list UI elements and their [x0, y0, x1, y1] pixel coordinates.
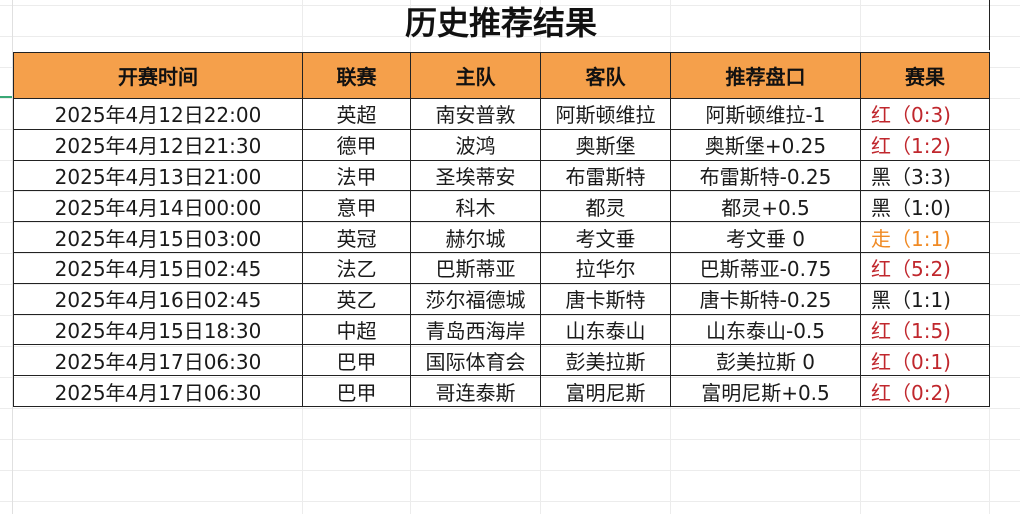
cell-league[interactable]: 法乙: [302, 251, 411, 284]
table-row: 2025年4月17日06:30 巴甲 国际体育会 彭美拉斯 彭美拉斯 0 红（0:1): [13, 344, 990, 377]
cell-pick[interactable]: 考文垂 0: [670, 221, 861, 253]
cell-home[interactable]: 青岛西海岸: [410, 313, 541, 346]
cell-away[interactable]: 阿斯顿维拉: [540, 98, 671, 130]
cell-result[interactable]: 黑（1:0): [860, 190, 990, 223]
header-result[interactable]: 赛果: [860, 52, 990, 99]
cell-away[interactable]: 布雷斯特: [540, 159, 671, 192]
header-pick[interactable]: 推荐盘口: [670, 52, 861, 99]
table-row: 2025年4月15日18:30 中超 青岛西海岸 山东泰山 山东泰山-0.5 红（1:5): [13, 313, 990, 346]
cell-result[interactable]: 红（0:1): [860, 344, 990, 377]
cell-pick[interactable]: 都灵+0.5: [670, 190, 861, 223]
cell-league[interactable]: 中超: [302, 313, 411, 346]
grid-line: [989, 0, 990, 514]
table-row: 2025年4月14日00:00 意甲 科木 都灵 都灵+0.5 黑（1:0): [13, 190, 990, 223]
cell-time[interactable]: 2025年4月15日02:45: [13, 251, 303, 284]
cell-time[interactable]: 2025年4月14日00:00: [13, 190, 303, 223]
cell-result[interactable]: 走（1:1): [860, 221, 990, 253]
cell-home[interactable]: 南安普敦: [410, 98, 541, 130]
table-row: 2025年4月17日06:30 巴甲 哥连泰斯 富明尼斯 富明尼斯+0.5 红（0:2): [13, 375, 990, 407]
cell-league[interactable]: 巴甲: [302, 344, 411, 377]
cell-away[interactable]: 奥斯堡: [540, 128, 671, 161]
cell-result[interactable]: 红（1:2): [860, 128, 990, 161]
sheet-title[interactable]: 历史推荐结果: [404, 4, 597, 42]
cell-home[interactable]: 圣埃蒂安: [410, 159, 541, 192]
results-table: 开赛时间 联赛 主队 客队 推荐盘口 赛果 2025年4月12日22:00 英超南…: [13, 52, 990, 407]
cell-away[interactable]: 唐卡斯特: [540, 282, 671, 315]
cell-away[interactable]: 都灵: [540, 190, 671, 223]
header-league[interactable]: 联赛: [302, 52, 411, 99]
cell-time[interactable]: 2025年4月17日06:30: [13, 375, 303, 407]
cell-league[interactable]: 法甲: [302, 159, 411, 192]
cell-result[interactable]: 红（0:2): [860, 375, 990, 407]
cell-result[interactable]: 黑（3:3): [860, 159, 990, 192]
cell-pick[interactable]: 富明尼斯+0.5: [670, 375, 861, 407]
header-home[interactable]: 主队: [410, 52, 541, 99]
cell-home[interactable]: 莎尔福德城: [410, 282, 541, 315]
header-away[interactable]: 客队: [540, 52, 671, 99]
cell-home[interactable]: 波鸿: [410, 128, 541, 161]
cell-time[interactable]: 2025年4月13日21:00: [13, 159, 303, 192]
cell-pick[interactable]: 阿斯顿维拉-1: [670, 98, 861, 130]
table-row: 2025年4月15日02:45 法乙 巴斯蒂亚 拉华尔 巴斯蒂亚-0.75 红（5:2): [13, 251, 990, 284]
cell-away[interactable]: 彭美拉斯: [540, 344, 671, 377]
cell-pick[interactable]: 巴斯蒂亚-0.75: [670, 251, 861, 284]
cell-league[interactable]: 英超: [302, 98, 411, 130]
cell-result[interactable]: 黑（1:1): [860, 282, 990, 315]
cell-time[interactable]: 2025年4月12日22:00: [13, 98, 303, 130]
cell-away[interactable]: 富明尼斯: [540, 375, 671, 407]
header-row: 开赛时间 联赛 主队 客队 推荐盘口 赛果: [13, 52, 990, 99]
cell-home[interactable]: 巴斯蒂亚: [410, 251, 541, 284]
header-time[interactable]: 开赛时间: [13, 52, 303, 99]
cell-league[interactable]: 英冠: [302, 221, 411, 253]
cell-result[interactable]: 红（5:2): [860, 251, 990, 284]
cell-time[interactable]: 2025年4月15日18:30: [13, 313, 303, 346]
cell-home[interactable]: 国际体育会: [410, 344, 541, 377]
table-row: 2025年4月13日21:00 法甲 圣埃蒂安 布雷斯特 布雷斯特-0.25 黑（3:3): [13, 159, 990, 192]
cell-home[interactable]: 赫尔城: [410, 221, 541, 253]
table-row: 2025年4月12日21:30 德甲 波鸿 奥斯堡 奥斯堡+0.25 红（1:2): [13, 128, 990, 161]
cell-pick[interactable]: 奥斯堡+0.25: [670, 128, 861, 161]
cell-result[interactable]: 红（1:5): [860, 313, 990, 346]
cell-league[interactable]: 巴甲: [302, 375, 411, 407]
cell-result[interactable]: 红（0:3): [860, 98, 990, 130]
title-border: [989, 0, 990, 50]
cell-away[interactable]: 拉华尔: [540, 251, 671, 284]
cell-home[interactable]: 哥连泰斯: [410, 375, 541, 407]
cell-time[interactable]: 2025年4月15日03:00: [13, 221, 303, 253]
cell-time[interactable]: 2025年4月16日02:45: [13, 282, 303, 315]
cell-away[interactable]: 山东泰山: [540, 313, 671, 346]
cell-pick[interactable]: 彭美拉斯 0: [670, 344, 861, 377]
table-row: 2025年4月16日02:45 英乙 莎尔福德城 唐卡斯特 唐卡斯特-0.25 黑（1:1…: [13, 282, 990, 315]
table-row: 2025年4月15日03:00 英冠 赫尔城 考文垂 考文垂 0 走（1:1): [13, 221, 990, 253]
cell-league[interactable]: 意甲: [302, 190, 411, 223]
cell-league[interactable]: 英乙: [302, 282, 411, 315]
cell-pick[interactable]: 唐卡斯特-0.25: [670, 282, 861, 315]
cell-time[interactable]: 2025年4月12日21:30: [13, 128, 303, 161]
cell-pick[interactable]: 山东泰山-0.5: [670, 313, 861, 346]
selected-row-marker: [0, 96, 12, 98]
row-header-edge: [12, 0, 13, 514]
cell-league[interactable]: 德甲: [302, 128, 411, 161]
cell-pick[interactable]: 布雷斯特-0.25: [670, 159, 861, 192]
cell-time[interactable]: 2025年4月17日06:30: [13, 344, 303, 377]
cell-away[interactable]: 考文垂: [540, 221, 671, 253]
cell-home[interactable]: 科木: [410, 190, 541, 223]
table-row: 2025年4月12日22:00 英超 南安普敦 阿斯顿维拉 阿斯顿维拉-1 红（0:3): [13, 98, 990, 130]
